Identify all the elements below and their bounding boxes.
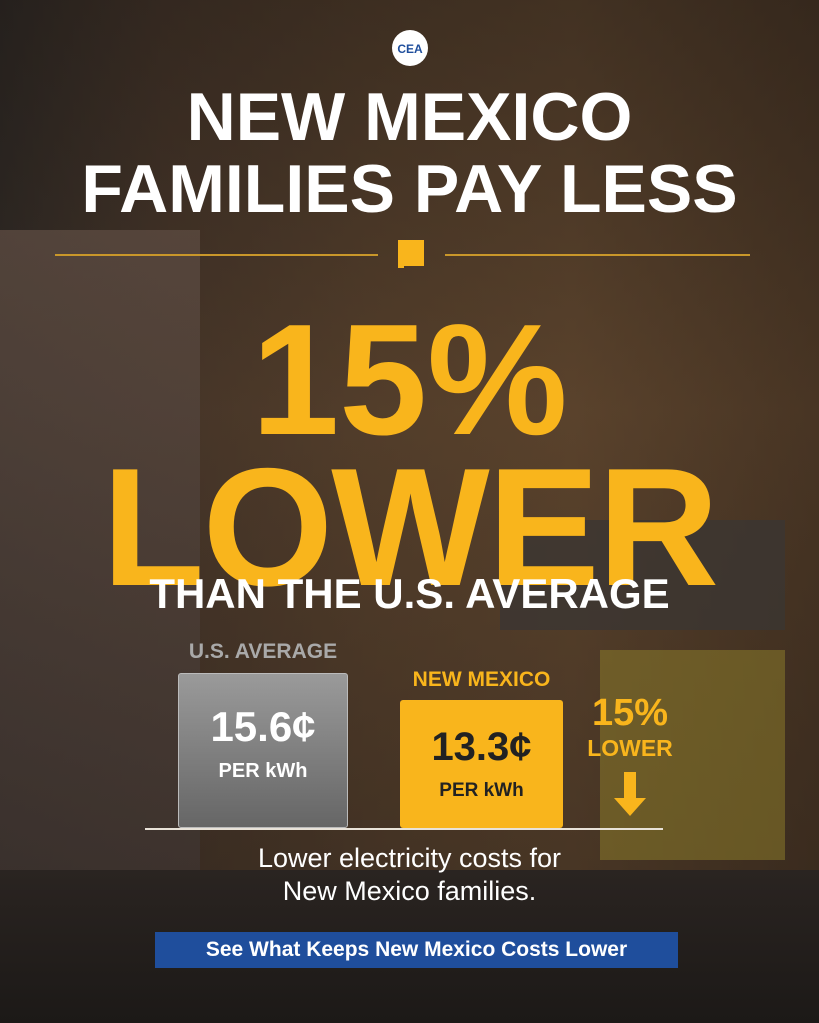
bg-awning <box>500 520 785 630</box>
callout-arrow <box>614 772 646 816</box>
logo-text: CEA <box>397 42 423 56</box>
stat-word: LOWER <box>101 433 719 621</box>
callout-word: LOWER <box>587 735 673 761</box>
us-box <box>178 673 348 828</box>
nm-value: 13.3¢ <box>431 725 532 769</box>
headline-line-1: NEW MEXICO <box>186 79 633 155</box>
stat-percent: 15% <box>251 292 568 468</box>
us-unit: PER kWh <box>218 760 308 782</box>
baseline <box>145 828 663 830</box>
headline-line-2: FAMILIES PAY LESS <box>81 151 738 227</box>
bg-building-left <box>0 230 200 870</box>
callout-percent: 15% <box>591 692 669 734</box>
us-label: U.S. AVERAGE <box>188 640 338 663</box>
nm-box <box>400 700 563 828</box>
nm-unit: PER kWh <box>439 780 524 801</box>
nm-label: NEW MEXICO <box>412 668 551 691</box>
cta-button[interactable]: See What Keeps New Mexico Costs Lower <box>155 932 678 968</box>
stat-subtitle: THAN THE U.S. AVERAGE <box>149 570 670 617</box>
us-value: 15.6¢ <box>210 703 316 750</box>
divider <box>55 240 750 268</box>
bg-window-glow <box>600 650 785 860</box>
footer-line-2: New Mexico families. <box>282 876 537 906</box>
footer-line-1: Lower electricity costs for <box>257 843 562 873</box>
logo <box>392 30 428 66</box>
